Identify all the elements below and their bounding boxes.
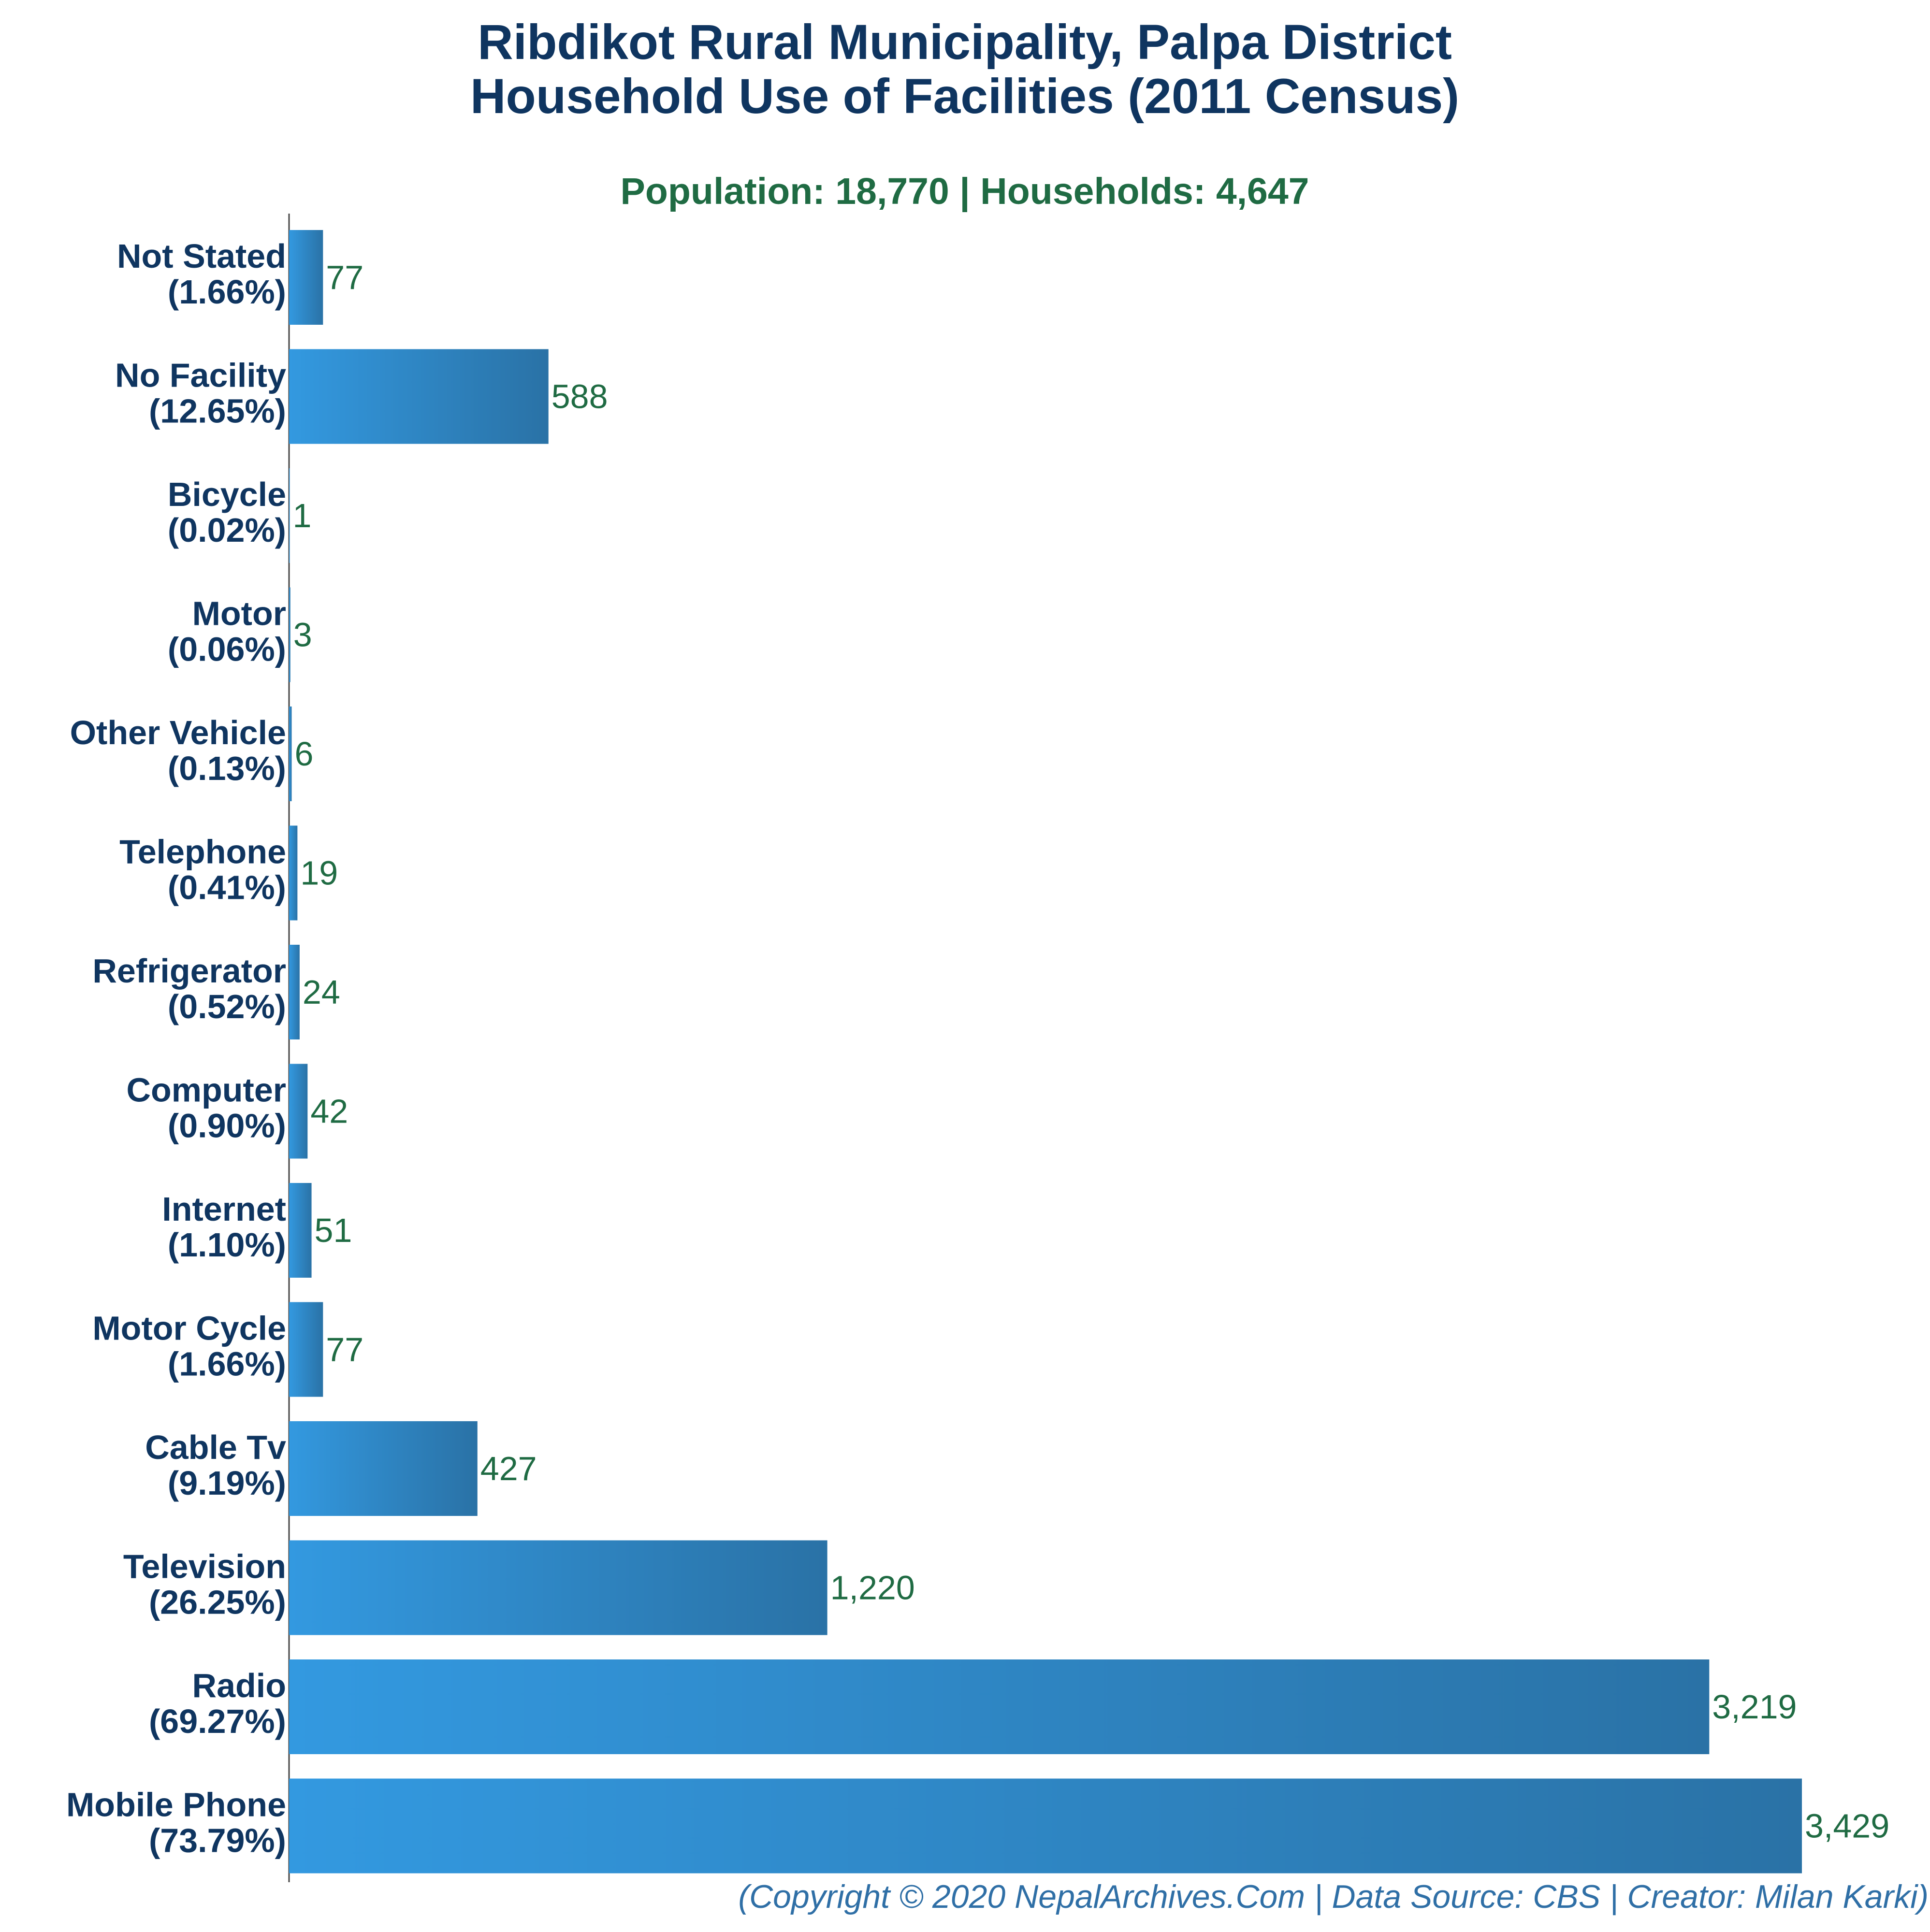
bar-cable-tv (289, 1421, 478, 1516)
bar-motor (289, 587, 290, 682)
chart-footer: (Copyright © 2020 NepalArchives.Com | Da… (738, 1878, 1929, 1915)
category-label-motor-cycle: Motor Cycle (1.66%) (92, 1310, 286, 1383)
bar-motor-cycle (289, 1302, 323, 1397)
category-label-radio: Radio (69.27%) (149, 1667, 286, 1740)
bar-mobile-phone (289, 1778, 1802, 1874)
value-label-no-facility: 588 (551, 378, 608, 416)
bar-computer (289, 1064, 308, 1159)
value-label-cable-tv: 427 (480, 1450, 537, 1487)
chart-title-line-1: Ribdikot Rural Municipality, Palpa Distr… (478, 14, 1452, 70)
bar-not-stated (289, 230, 323, 325)
bar-radio (289, 1659, 1710, 1754)
chart-subtitle: Population: 18,770 | Households: 4,647 (620, 171, 1309, 212)
category-label-telephone: Telephone (0.41%) (119, 833, 286, 907)
bar-telephone (289, 825, 298, 921)
value-label-computer: 42 (310, 1093, 348, 1130)
category-label-motor: Motor (0.06%) (168, 595, 286, 668)
category-label-other-vehicle: Other Vehicle (0.13%) (70, 714, 286, 787)
bar-no-facility (289, 349, 549, 444)
bar-internet (289, 1183, 312, 1278)
bars-group (289, 230, 1802, 1874)
category-label-mobile-phone: Mobile Phone (73.79%) (66, 1786, 286, 1860)
value-label-mobile-phone: 3,429 (1805, 1807, 1889, 1845)
category-label-refrigerator: Refrigerator (0.52%) (92, 952, 286, 1025)
value-label-internet: 51 (315, 1211, 352, 1249)
category-label-internet: Internet (1.10%) (162, 1190, 286, 1264)
bar-television (289, 1540, 827, 1635)
bar-refrigerator (289, 945, 300, 1039)
category-label-no-facility: No Facility (12.65%) (115, 357, 286, 430)
value-label-telephone: 19 (300, 854, 338, 892)
bar-bicycle (289, 468, 290, 563)
chart-title-line-2: Household Use of Facilities (2011 Census… (470, 69, 1459, 124)
bar-other-vehicle (289, 706, 292, 801)
value-labels-group: 77 588 1 3 6 19 24 42 51 77 427 1,220 3,219 3,429 (293, 259, 1890, 1845)
value-label-refrigerator: 24 (303, 973, 340, 1011)
value-label-other-vehicle: 6 (294, 735, 313, 773)
value-label-radio: 3,219 (1712, 1688, 1797, 1726)
category-label-computer: Computer (0.90%) (126, 1071, 286, 1145)
value-label-motor-cycle: 77 (326, 1331, 363, 1369)
category-label-cable-tv: Cable Tv (9.19%) (145, 1428, 286, 1502)
category-label-not-stated: Not Stated (1.66%) (117, 237, 286, 311)
category-label-television: Television (26.25%) (123, 1548, 286, 1621)
category-label-bicycle: Bicycle (0.02%) (168, 476, 286, 549)
value-label-motor: 3 (293, 616, 312, 654)
category-labels-group: Not Stated (1.66%) No Facility (12.65%) Bicy… (66, 237, 286, 1860)
value-label-not-stated: 77 (326, 259, 363, 296)
value-label-bicycle: 1 (293, 497, 312, 534)
value-label-television: 1,220 (830, 1569, 915, 1607)
